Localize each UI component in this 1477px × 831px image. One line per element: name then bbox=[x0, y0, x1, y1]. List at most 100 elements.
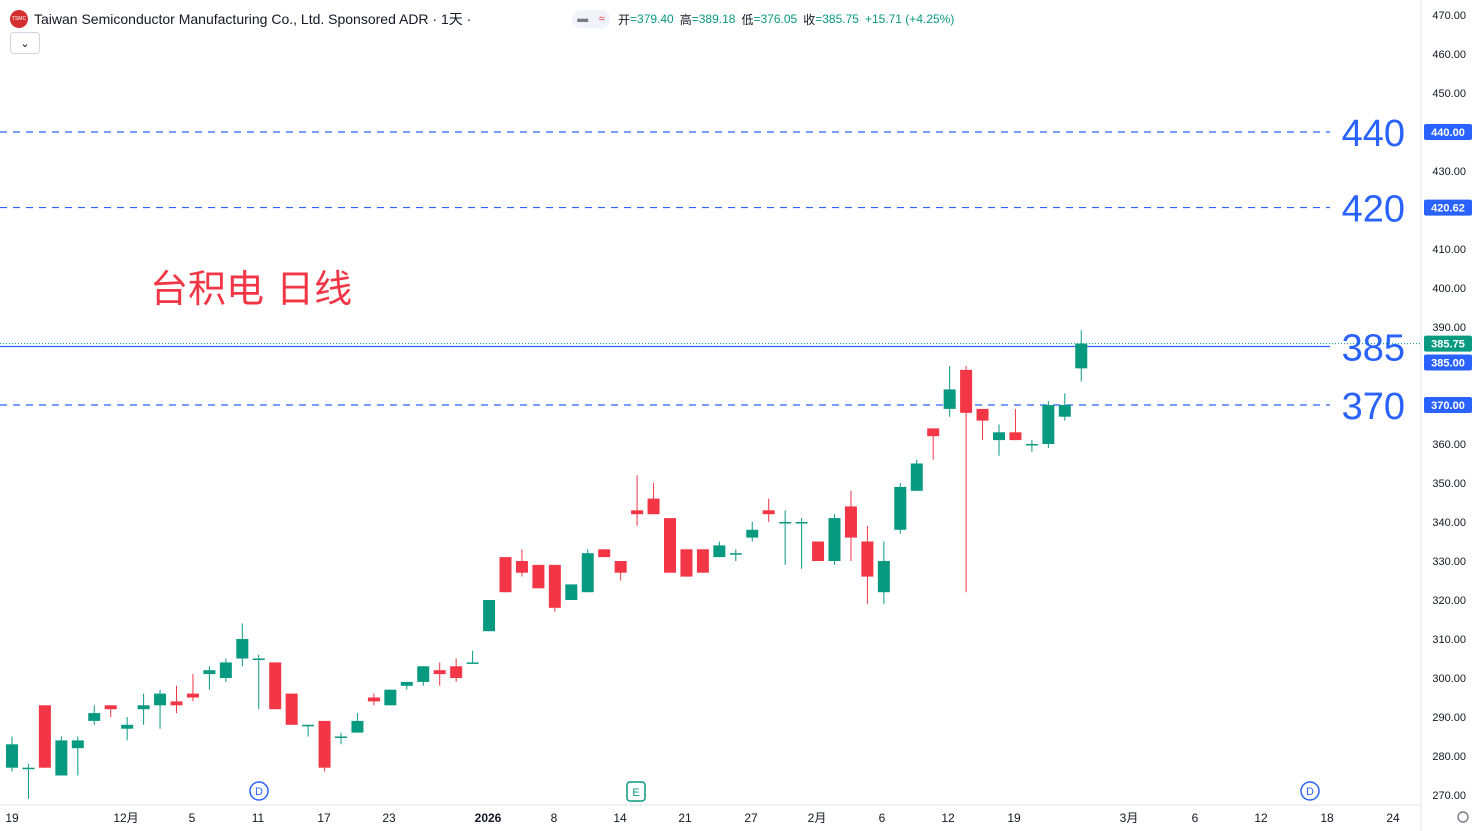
candle bbox=[466, 650, 479, 664]
price-axis[interactable]: 470.00460.00450.00440.00430.00420.00410.… bbox=[1424, 10, 1472, 802]
minus-icon: ▬ bbox=[577, 13, 589, 25]
candle-body bbox=[746, 529, 759, 538]
price-axis-tag: 440.00 bbox=[1424, 124, 1472, 140]
candle bbox=[910, 459, 923, 491]
price-tag-label: 385.00 bbox=[1431, 358, 1465, 370]
candle bbox=[285, 693, 298, 725]
low-label: 低 bbox=[741, 12, 754, 27]
candle-body bbox=[104, 705, 117, 710]
candle bbox=[384, 689, 397, 706]
candle-body bbox=[828, 518, 841, 561]
time-tick-label: 11 bbox=[252, 811, 265, 825]
candle-body bbox=[236, 639, 249, 659]
candle-body bbox=[894, 486, 907, 530]
candle-body bbox=[976, 408, 989, 421]
price-tick-label: 320.00 bbox=[1432, 595, 1466, 607]
time-tick-label: 17 bbox=[317, 811, 331, 825]
candle-body bbox=[647, 498, 660, 515]
candle bbox=[993, 424, 1005, 456]
candle bbox=[680, 549, 693, 577]
candle bbox=[812, 541, 825, 561]
candle-body bbox=[318, 720, 331, 768]
candle bbox=[894, 483, 907, 534]
candle-body bbox=[170, 701, 183, 706]
candle bbox=[828, 514, 841, 565]
time-tick-label: 6 bbox=[879, 811, 886, 825]
close-value: =385.75 bbox=[815, 12, 859, 26]
candle bbox=[318, 720, 331, 772]
candle bbox=[121, 717, 134, 741]
candle bbox=[746, 522, 759, 542]
time-tick-label: 2月 bbox=[808, 811, 827, 825]
tsmc-logo: TSMC bbox=[10, 10, 28, 28]
candle-body bbox=[861, 541, 874, 577]
candle bbox=[55, 736, 68, 776]
earnings-label: E bbox=[632, 787, 639, 799]
change-value: +15.71 (+4.25%) bbox=[864, 12, 955, 26]
candle-body bbox=[88, 713, 101, 721]
candle bbox=[713, 541, 726, 558]
candle-body bbox=[466, 662, 479, 664]
candle-body bbox=[598, 549, 611, 558]
candle bbox=[88, 705, 101, 725]
candle-body bbox=[762, 510, 775, 515]
candle-body bbox=[22, 767, 35, 770]
ohlc-legend: ▬ ≈ 开 =379.40 高 =389.18 低 =376.05 收 =385… bbox=[572, 10, 960, 28]
candle-body bbox=[433, 670, 446, 675]
candle bbox=[696, 549, 709, 573]
candle-body bbox=[219, 662, 232, 678]
time-tick-label: 12 bbox=[1254, 811, 1268, 825]
time-axis[interactable]: 19 12月 5 11 17 23 2026 8 14 21 27 2月 6 12 19 3月 6 12 18 24 bbox=[5, 811, 1469, 825]
price-tag-box bbox=[1424, 124, 1472, 140]
price-tick-label: 270.00 bbox=[1432, 790, 1466, 802]
candle-body bbox=[121, 724, 134, 729]
candle-body bbox=[565, 584, 578, 600]
price-tag-label: 370.00 bbox=[1431, 400, 1465, 412]
horizontal-lines: 440 420 385 370 bbox=[0, 113, 1421, 428]
dividend-label: D bbox=[255, 786, 263, 798]
time-tick-label: 14 bbox=[613, 811, 627, 825]
candle-body bbox=[927, 428, 940, 437]
candle bbox=[219, 658, 232, 682]
symbol-title[interactable]: Taiwan Semiconductor Manufacturing Co., … bbox=[34, 11, 472, 27]
candle bbox=[844, 490, 857, 561]
collapse-button[interactable]: ⌄ bbox=[10, 32, 40, 54]
candle-body bbox=[186, 693, 199, 698]
candle bbox=[104, 705, 117, 717]
candle bbox=[450, 658, 463, 682]
candle bbox=[779, 510, 792, 565]
candle bbox=[236, 623, 249, 667]
level-label-440: 440 bbox=[1342, 113, 1405, 155]
candle-body bbox=[6, 744, 18, 768]
candle-body bbox=[631, 510, 644, 515]
candle bbox=[614, 561, 627, 581]
time-tick-label: 19 bbox=[5, 811, 19, 825]
candle-body bbox=[910, 463, 923, 491]
legend-toggle[interactable]: ▬ ≈ bbox=[572, 10, 610, 28]
candle-body bbox=[203, 670, 216, 675]
time-tick-label: 5 bbox=[189, 811, 196, 825]
dividend-marker: D bbox=[249, 781, 269, 801]
symbol-header: TSMC Taiwan Semiconductor Manufacturing … bbox=[10, 8, 471, 30]
candle bbox=[565, 584, 578, 600]
price-tag-box bbox=[1424, 397, 1472, 413]
price-tick-label: 430.00 bbox=[1432, 166, 1466, 178]
candle bbox=[269, 662, 282, 710]
candle-body bbox=[154, 693, 167, 706]
candle-body bbox=[483, 600, 496, 632]
time-tick-label: 2026 bbox=[475, 811, 502, 825]
candle bbox=[729, 549, 742, 561]
time-tick-label: 12 bbox=[941, 811, 955, 825]
candle bbox=[6, 736, 18, 772]
time-tick-label: 6 bbox=[1192, 811, 1199, 825]
time-tick-label: 24 bbox=[1386, 811, 1400, 825]
candle-body bbox=[1058, 405, 1071, 417]
candle-body bbox=[729, 553, 742, 555]
candle-body bbox=[664, 518, 676, 573]
time-tick-label: 18 bbox=[1320, 811, 1334, 825]
price-tag-box bbox=[1424, 335, 1472, 352]
price-tick-label: 350.00 bbox=[1432, 478, 1466, 490]
candle bbox=[943, 366, 956, 417]
